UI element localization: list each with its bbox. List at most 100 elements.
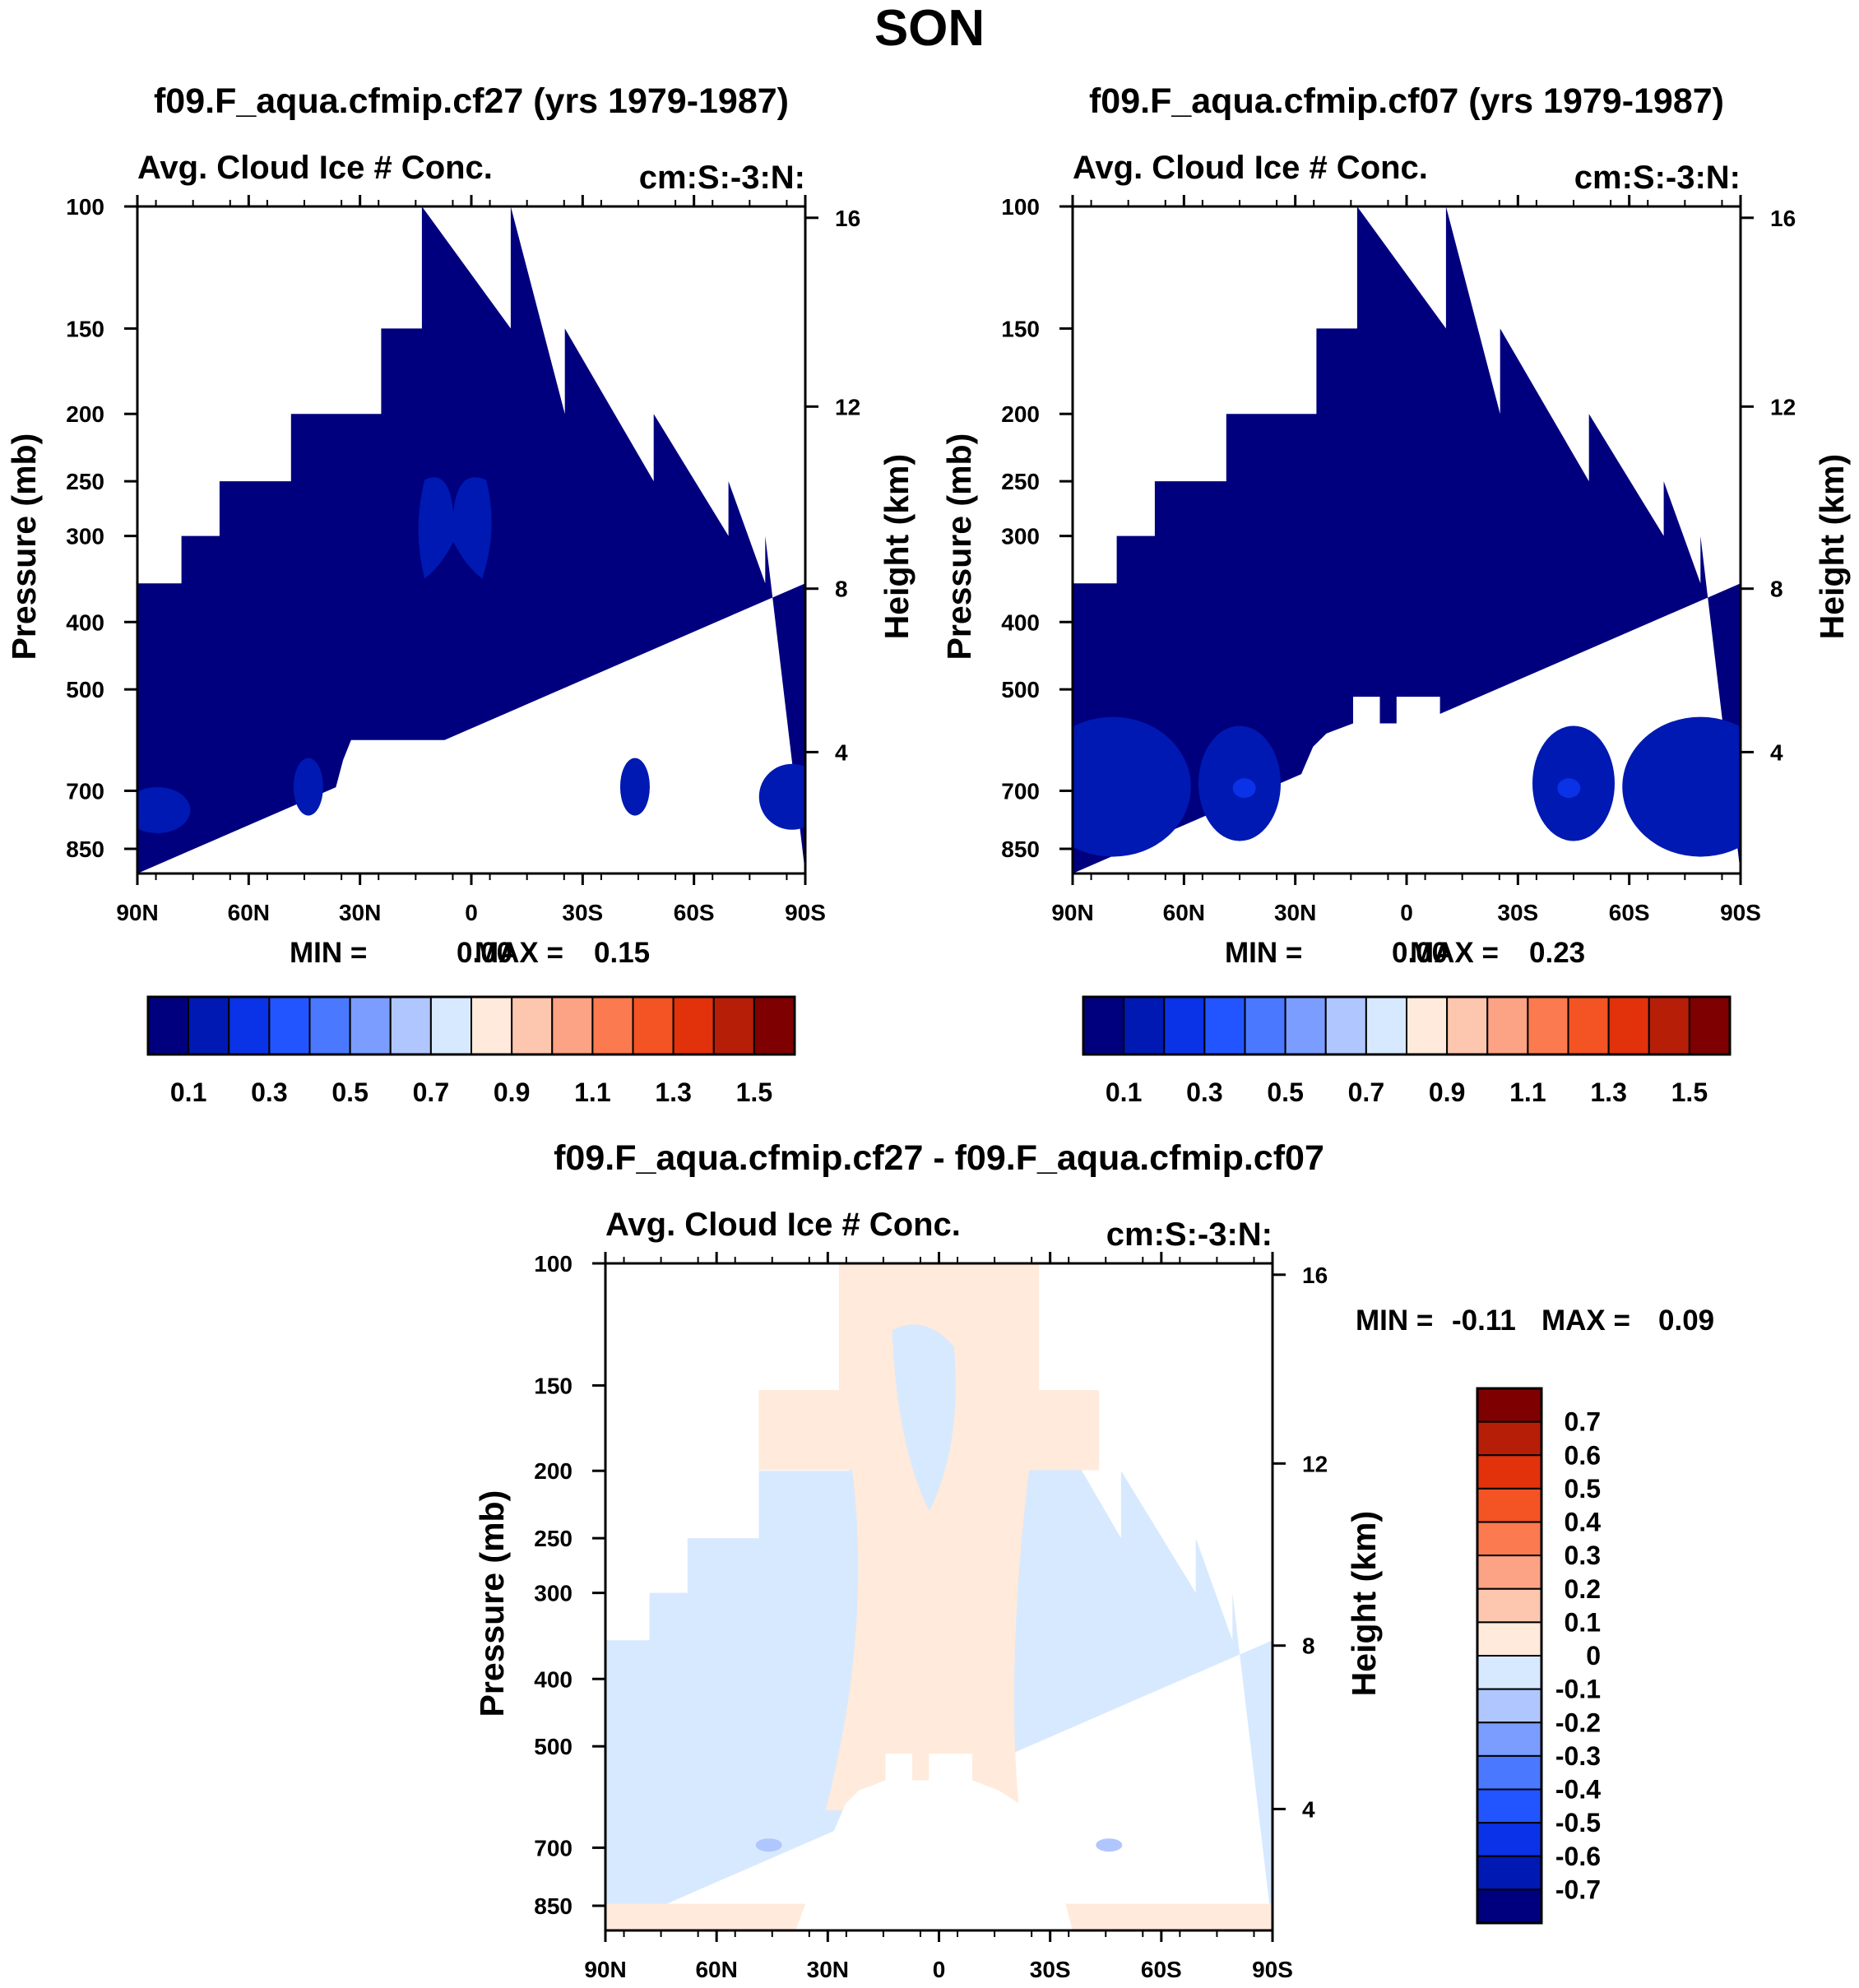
colorbar-swatch — [1477, 1822, 1542, 1857]
y-tick-label: 500 — [1001, 677, 1040, 702]
colorbar-swatch — [1477, 1888, 1542, 1924]
y-tick-label: 400 — [534, 1666, 573, 1692]
colorbar-label: 0.3 — [1186, 1077, 1222, 1107]
y-axis-label: Pressure (mb) — [940, 433, 978, 660]
colorbar-label: 1.3 — [655, 1077, 691, 1107]
panels: f09.F_aqua.cfmip.cf27 (yrs 1979-1987) Avg… — [5, 81, 1851, 1982]
x-tick-label: 0 — [933, 1957, 946, 1982]
y2-tick-label: 16 — [835, 206, 860, 231]
colorbar-label: 0.5 — [1267, 1077, 1303, 1107]
colorbar-swatch — [1324, 996, 1367, 1055]
panel-units: cm:S:-3:N: — [1574, 160, 1741, 196]
colorbar-swatch — [429, 996, 472, 1055]
colorbar-swatch — [1477, 1688, 1542, 1724]
y-tick-label: 250 — [66, 469, 104, 494]
colorbar-label: 0.2 — [1565, 1574, 1601, 1604]
panel-3: f09.F_aqua.cfmip.cf27 - f09.F_aqua.cfmip… — [473, 1138, 1714, 1982]
colorbar-label: -0.4 — [1555, 1775, 1601, 1805]
colorbar-label: 0.1 — [170, 1077, 206, 1107]
y2-tick-label: 16 — [1302, 1263, 1328, 1288]
colorbar-swatch — [147, 996, 190, 1055]
panel-subtitle: Avg. Cloud Ice # Conc. — [605, 1207, 961, 1243]
contour-region — [293, 758, 323, 816]
colorbar: 0.1 0.3 0.5 0.7 0.9 1.1 1.3 1.5 — [146, 995, 796, 1107]
y-tick-label: 250 — [1001, 469, 1040, 494]
colorbar-label: 0 — [1586, 1641, 1601, 1671]
colorbar-label: -0.1 — [1555, 1675, 1601, 1704]
panel-title: f09.F_aqua.cfmip.cf27 (yrs 1979-1987) — [154, 81, 789, 121]
colorbar-swatch — [1567, 996, 1610, 1055]
colorbar-swatch — [1477, 1420, 1542, 1457]
max-value: 0.23 — [1529, 937, 1585, 969]
contour-region — [1073, 206, 1741, 874]
y-tick-label: 400 — [66, 609, 104, 635]
y-tick-label: 850 — [1001, 836, 1040, 862]
colorbar-swatch — [1446, 996, 1489, 1055]
colorbar-label: 0.7 — [1565, 1407, 1601, 1437]
colorbar-label: -0.6 — [1555, 1842, 1601, 1871]
colorbar-label: 0.6 — [1565, 1440, 1601, 1470]
x-tick-label: 0 — [465, 900, 478, 925]
colorbar-label: 0.7 — [1348, 1077, 1384, 1107]
max-value: 0.15 — [594, 937, 650, 969]
contour-region — [758, 1263, 1100, 1811]
colorbar-frame — [146, 995, 796, 1056]
y2-tick-label: 12 — [1770, 394, 1796, 419]
x-tick-label: 60S — [674, 900, 715, 925]
colorbar-swatch — [712, 996, 755, 1055]
contour-region — [1096, 1838, 1123, 1852]
colorbar-swatch — [471, 996, 513, 1055]
y-tick-label: 150 — [1001, 316, 1040, 341]
min-value: -0.11 — [1452, 1304, 1516, 1337]
colorbar-label: 1.1 — [1509, 1077, 1546, 1107]
panel-2: f09.F_aqua.cfmip.cf07 (yrs 1979-1987) Avg… — [940, 81, 1851, 1107]
colorbar-swatch — [1648, 996, 1690, 1055]
y-tick-label: 250 — [534, 1526, 573, 1551]
colorbar-swatch — [1477, 1487, 1542, 1523]
colorbar-swatch — [1477, 1722, 1542, 1757]
min-label: MIN = — [290, 937, 367, 969]
colorbar-swatch — [1163, 996, 1206, 1055]
panel-1: f09.F_aqua.cfmip.cf27 (yrs 1979-1987) Avg… — [5, 81, 916, 1107]
colorbar-swatch — [308, 996, 351, 1055]
min-value: 0.00 — [1392, 937, 1448, 969]
contour-region — [137, 786, 191, 833]
panel-title: f09.F_aqua.cfmip.cf07 (yrs 1979-1987) — [1089, 81, 1724, 121]
colorbar-label: 0.9 — [494, 1077, 530, 1107]
colorbar-label: 0.5 — [331, 1077, 368, 1107]
colorbar-swatch — [228, 996, 271, 1055]
colorbar-label: -0.3 — [1555, 1741, 1601, 1771]
colorbar-swatch — [1477, 1555, 1542, 1590]
min-label: MIN = — [1356, 1304, 1433, 1337]
max-label: MAX = — [1541, 1304, 1630, 1337]
colorbar-swatch — [1244, 996, 1286, 1055]
x-tick-label: 60N — [228, 900, 270, 925]
y2-tick-label: 8 — [1302, 1633, 1315, 1659]
colorbar-label: 1.5 — [1671, 1077, 1708, 1107]
y-tick-label: 100 — [534, 1251, 573, 1277]
panel-title: f09.F_aqua.cfmip.cf27 - f09.F_aqua.cfmip… — [554, 1138, 1324, 1178]
x-tick-label: 90N — [1051, 900, 1093, 925]
colorbar-label: 0.9 — [1429, 1077, 1465, 1107]
y-tick-label: 700 — [534, 1835, 573, 1861]
panel-units: cm:S:-3:N: — [1106, 1216, 1273, 1253]
y-tick-label: 100 — [66, 194, 104, 220]
contour-region — [619, 758, 650, 816]
min-value: 0.00 — [457, 937, 512, 969]
colorbar-swatch — [632, 996, 675, 1055]
x-tick-label: 30S — [1497, 900, 1538, 925]
y-tick-label: 850 — [534, 1893, 573, 1919]
colorbar-swatch — [591, 996, 634, 1055]
colorbar-label: 0.7 — [413, 1077, 449, 1107]
y-axis-label: Pressure (mb) — [5, 433, 43, 660]
x-tick-label: 30N — [807, 1957, 849, 1982]
contour-region — [1557, 778, 1581, 799]
y-tick-label: 700 — [1001, 778, 1040, 804]
contour-field — [137, 206, 805, 874]
x-tick-label: 30S — [1030, 1957, 1071, 1982]
colorbar-swatch — [389, 996, 432, 1055]
x-tick-label: 30N — [339, 900, 381, 925]
y-tick-label: 200 — [534, 1458, 573, 1484]
colorbar-label: -0.5 — [1555, 1808, 1601, 1837]
colorbar-frame — [1082, 995, 1732, 1056]
